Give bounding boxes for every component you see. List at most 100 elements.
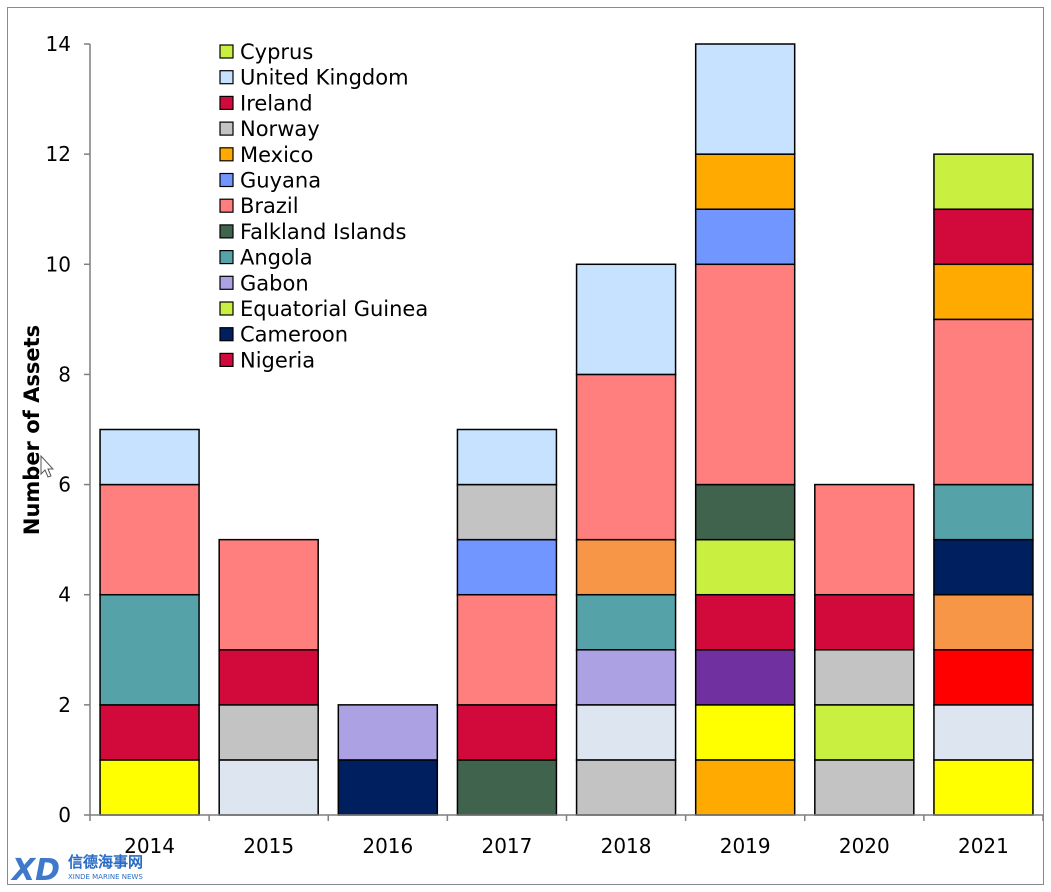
x-tick-label: 2019 [720,834,771,858]
bar-stack-2020 [814,483,915,816]
bar-segment [694,208,796,266]
legend-item: Mexico [219,143,313,167]
legend-item: Norway [219,117,320,141]
bar-segment [575,593,677,651]
legend-label: Equatorial Guinea [240,297,428,321]
legend-swatch [219,95,234,111]
x-ticks: 2014 2015 2016 2017 2018 2019 2020 2021 [89,815,1044,858]
bar-segment [218,649,319,706]
bar-segment [694,153,796,210]
x-tick-label: 2016 [362,834,413,858]
legend-item: United Kingdom [219,66,409,90]
y-tick-label: 14 [46,32,71,56]
bar-segment [933,153,1034,210]
bar-stack-2019 [694,43,796,816]
legend-item: Falkland Islands [219,220,406,244]
bar-segment [456,538,558,596]
x-tick-label: 2021 [958,834,1009,858]
bar-segment [99,428,200,486]
bar-segment [694,759,796,816]
legend-label: Nigeria [240,348,315,372]
bar-segment [694,593,796,651]
y-tick-label: 0 [58,803,71,827]
legend-label: Cameroon [240,323,348,347]
legend-item: Gabon [219,271,309,295]
cursor-icon [40,454,55,478]
x-tick-label: 2018 [601,834,652,858]
bar-segment [575,649,677,706]
bar-segment [99,483,200,596]
bar-segment [218,704,319,761]
legend-item: Ireland [219,91,313,115]
watermark-chinese: 信德海事网 [68,853,143,871]
legend-swatch [219,172,234,188]
bar-segment [575,263,677,376]
bar-stack-2017 [456,428,558,816]
bar-segment [814,759,915,816]
legend-item: Cyprus [219,40,313,64]
bar-segment [694,43,796,155]
bars-layer [99,43,1034,816]
bar-segment [814,483,915,596]
y-ticks: 0 2 4 6 8 10 12 14 [46,32,90,827]
legend-label: Falkland Islands [240,220,406,244]
bar-segment [99,759,200,816]
bar-segment [575,759,677,816]
bar-segment [933,263,1034,321]
y-tick-label: 8 [58,362,71,386]
y-tick-label: 6 [58,473,71,497]
legend-item: Cameroon [219,323,348,347]
legend-item: Guyana [219,169,321,193]
bar-segment [218,759,319,816]
x-tick-label: 2015 [243,834,294,858]
watermark-english: XINDE MARINE NEWS [68,873,143,881]
legend-swatch [219,121,234,136]
bar-segment [694,483,796,541]
legend-item: Angola [219,246,313,270]
legend-label: United Kingdom [240,66,409,90]
bar-segment [933,593,1034,651]
legend-swatch [219,327,234,342]
legend-label: Guyana [240,169,321,193]
bar-segment [814,704,915,761]
legend-label: Mexico [240,143,313,167]
legend-label: Cyprus [240,40,313,64]
bar-segment [337,759,439,816]
bar-segment [933,649,1034,706]
legend-item: Equatorial Guinea [219,297,428,321]
bar-segment [575,373,677,541]
bar-segment [933,759,1034,816]
bar-stack-2018 [575,263,677,816]
legend-swatch [219,44,234,59]
legend-swatch [219,275,234,290]
watermark-logo: XD [10,853,60,888]
legend-label: Angola [240,246,313,270]
bar-stack-2015 [218,538,319,816]
bar-segment [456,704,558,761]
legend-label: Gabon [240,271,309,295]
bar-segment [99,593,200,706]
bar-segment [814,593,915,651]
bar-segment [694,263,796,486]
bar-stack-2016 [337,704,439,816]
bar-segment [694,538,796,596]
legend-swatch [219,70,234,85]
legend-swatch [219,250,234,265]
y-axis-title: Number of Assets [20,325,44,535]
bar-segment [933,318,1034,486]
bar-segment [933,483,1034,541]
legend-label: Ireland [240,91,313,115]
watermark: XD 信德海事网 XINDE MARINE NEWS [10,853,143,888]
bar-segment [933,208,1034,266]
legend-swatch [219,198,234,213]
x-tick-label: 2014 [124,834,175,858]
bar-stack-2021 [933,153,1034,816]
y-tick-label: 2 [58,693,71,717]
legend-item: Nigeria [219,348,315,372]
bar-segment [456,428,558,486]
bar-segment [99,704,200,761]
y-tick-label: 10 [46,252,71,276]
legend-label: Brazil [240,194,299,218]
bar-segment [933,538,1034,596]
y-tick-label: 12 [46,142,71,166]
